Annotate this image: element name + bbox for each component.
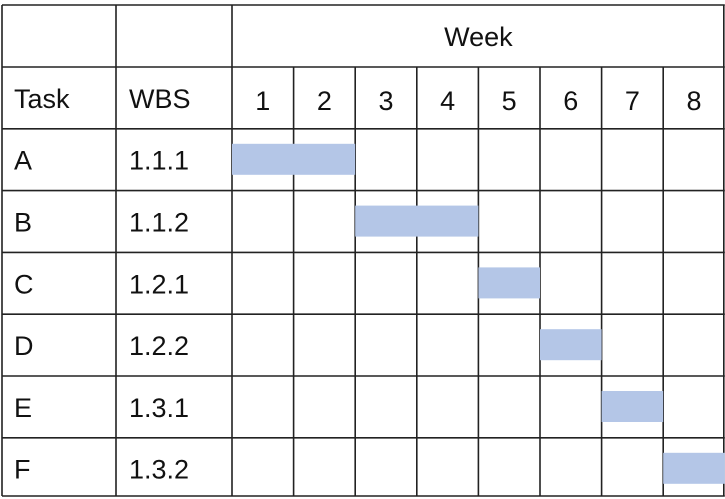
wbs-column-header: WBS: [129, 84, 191, 114]
week-header: Week: [444, 22, 513, 52]
wbs-label: 1.3.1: [129, 393, 189, 423]
task-label: E: [14, 393, 32, 423]
task-bar-c: [478, 267, 540, 299]
week-number-4: 4: [440, 86, 455, 116]
table-labels: Week Task WBS 1 2 3 4 5 6 7 8 A 1.1.1 B 1.1.2 C 1.2.1…: [14, 22, 702, 485]
week-number-1: 1: [255, 86, 270, 116]
task-bar-b: [355, 205, 479, 237]
wbs-label: 1.1.1: [129, 146, 189, 176]
wbs-label: 1.2.1: [129, 269, 189, 299]
week-number-2: 2: [317, 86, 332, 116]
week-number-7: 7: [625, 86, 640, 116]
task-label: D: [14, 331, 34, 361]
task-bars: [232, 143, 725, 484]
wbs-label: 1.3.2: [129, 455, 189, 485]
task-bar-e: [601, 391, 664, 422]
task-label: B: [14, 208, 32, 238]
week-number-6: 6: [563, 86, 578, 116]
wbs-label: 1.2.2: [129, 331, 189, 361]
task-bar-f: [663, 452, 725, 484]
grid-lines: [1, 4, 725, 497]
week-number-3: 3: [378, 86, 393, 116]
task-label: F: [14, 455, 31, 485]
week-number-5: 5: [502, 86, 517, 116]
task-label: A: [14, 146, 32, 176]
task-bar-d: [540, 329, 602, 361]
task-column-header: Task: [14, 84, 70, 114]
task-bar-a: [232, 143, 356, 175]
wbs-label: 1.1.2: [129, 208, 189, 238]
task-label: C: [14, 269, 34, 299]
week-number-8: 8: [686, 86, 701, 116]
